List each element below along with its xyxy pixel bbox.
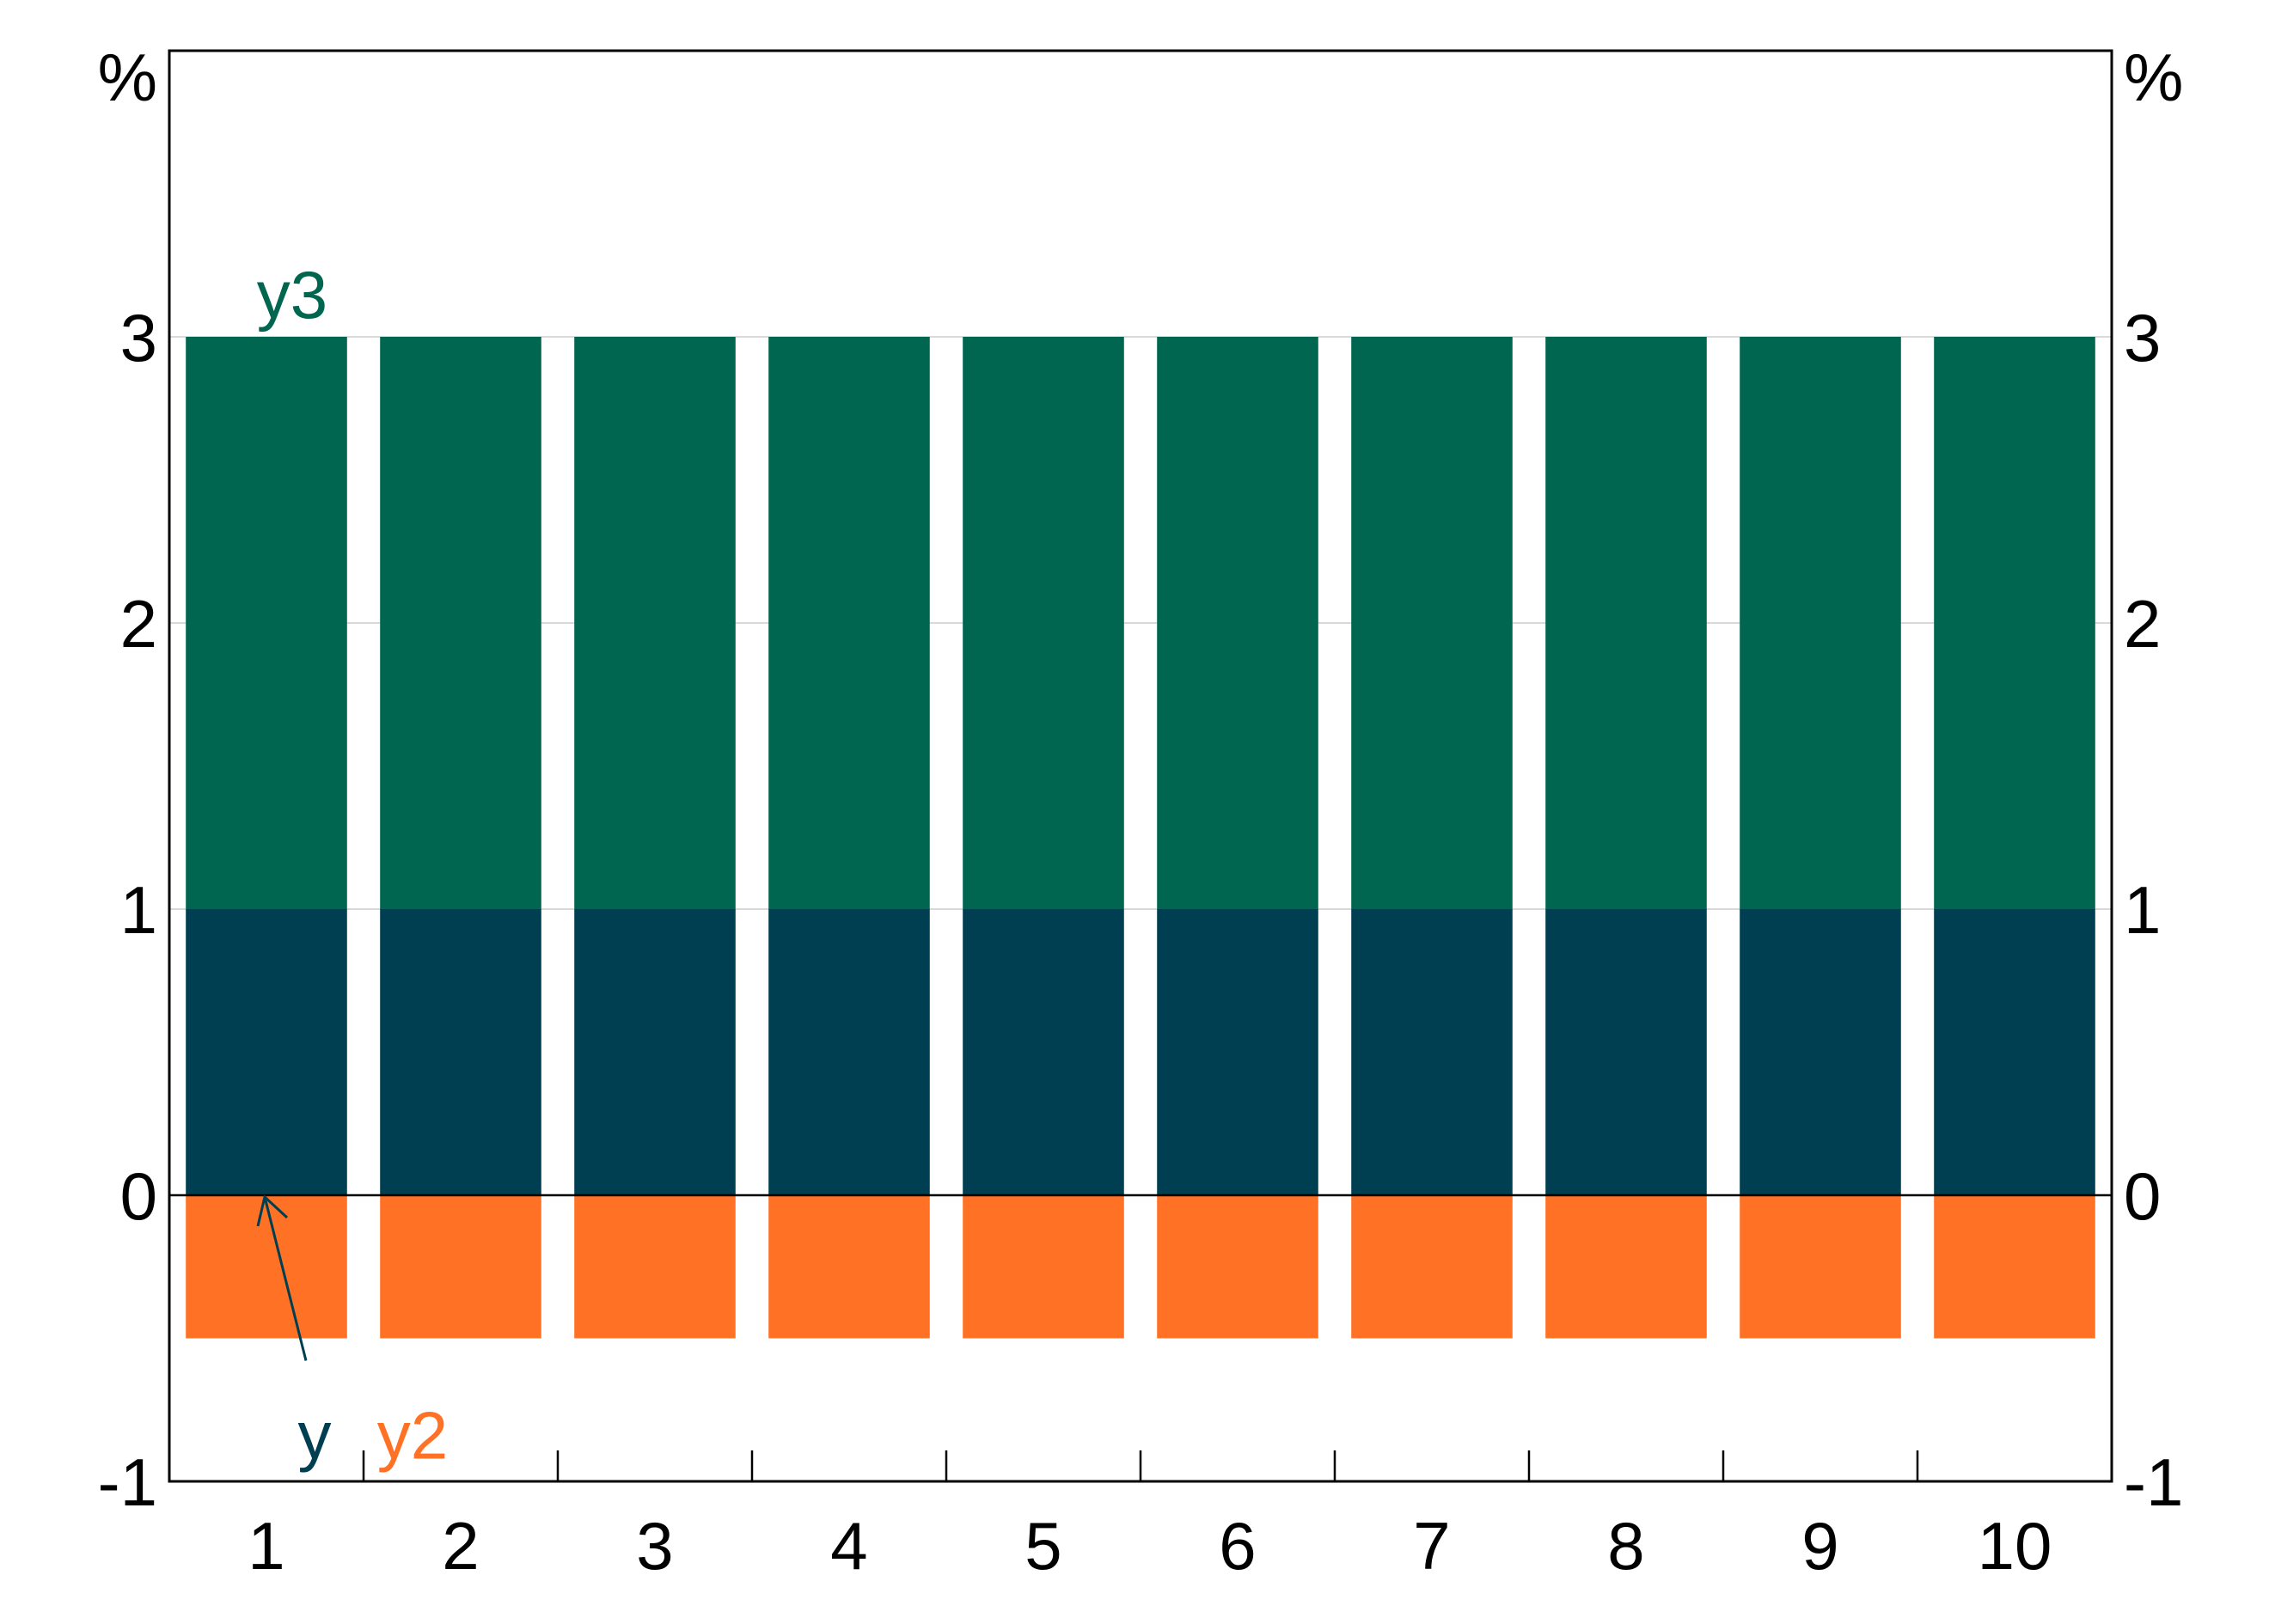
y-tick-label-left: -1 — [98, 1444, 157, 1520]
annotation-y: y — [298, 1398, 332, 1474]
y-unit-right: % — [2124, 40, 2183, 115]
x-tick-label: 4 — [830, 1508, 867, 1584]
bar-y2-3 — [574, 1195, 736, 1339]
bar-y2-10 — [1934, 1195, 2095, 1339]
bar-y-8 — [1545, 909, 1707, 1195]
y-tick-label-left: 1 — [120, 872, 157, 948]
bar-y3-6 — [1157, 337, 1318, 909]
y-tick-label-left: 0 — [120, 1158, 157, 1234]
x-tick-label: 5 — [1024, 1508, 1061, 1584]
bar-y3-10 — [1934, 337, 2095, 909]
x-tick-label: 8 — [1607, 1508, 1644, 1584]
bar-y2-6 — [1157, 1195, 1318, 1339]
annotation-arrow-head — [256, 1194, 289, 1227]
bar-y2-2 — [380, 1195, 541, 1339]
y-tick-label-right: 2 — [2124, 586, 2161, 662]
bar-y-10 — [1934, 909, 2095, 1195]
bar-y-5 — [963, 909, 1124, 1195]
bar-y-2 — [380, 909, 541, 1195]
bars — [186, 337, 2095, 1339]
bar-y3-2 — [380, 337, 541, 909]
y-tick-label-left: 2 — [120, 586, 157, 662]
axes — [168, 49, 2113, 1483]
x-tick-label: 9 — [1801, 1508, 1838, 1584]
bar-y-7 — [1351, 909, 1513, 1195]
y-tick-label-left: 3 — [120, 300, 157, 375]
bar-y3-9 — [1740, 337, 1901, 909]
annotation-y3: y3 — [257, 257, 327, 333]
bar-y2-5 — [963, 1195, 1124, 1339]
bar-y2-8 — [1545, 1195, 1707, 1339]
bar-y3-7 — [1351, 337, 1513, 909]
y-tick-label-right: 0 — [2124, 1158, 2161, 1234]
y-unit-left: % — [98, 40, 157, 115]
x-tick-label: 7 — [1413, 1508, 1450, 1584]
bar-y2-7 — [1351, 1195, 1513, 1339]
tick-labels: -1 -1 0 0 1 1 2 2 3 3% % 1 2 3 4 5 6 7 8 9 10 — [98, 40, 2184, 1584]
bar-y2-1 — [186, 1195, 347, 1339]
bar-y3-3 — [574, 337, 736, 909]
y-tick-label-right: 1 — [2124, 872, 2161, 948]
bar-y3-5 — [963, 337, 1124, 909]
x-tick-label: 10 — [1978, 1508, 2052, 1584]
x-tick-label: 2 — [442, 1508, 479, 1584]
bar-y-9 — [1740, 909, 1901, 1195]
annotation-arrow-line — [263, 1196, 308, 1361]
bar-y-4 — [768, 909, 930, 1195]
bar-y2-9 — [1740, 1195, 1901, 1339]
bar-y-6 — [1157, 909, 1318, 1195]
x-tick-label: 3 — [636, 1508, 673, 1584]
x-tick-label: 1 — [248, 1508, 284, 1584]
annotation-y2: y2 — [377, 1398, 448, 1474]
bar-y-1 — [186, 909, 347, 1195]
x-tick-label: 6 — [1219, 1508, 1256, 1584]
y-tick-label-right: -1 — [2124, 1444, 2183, 1520]
y-tick-label-right: 3 — [2124, 300, 2161, 375]
series-annotations: y3 y y2 — [256, 257, 448, 1474]
bar-y2-4 — [768, 1195, 930, 1339]
bar-y-3 — [574, 909, 736, 1195]
bar-y3-4 — [768, 337, 930, 909]
bar-y3-8 — [1545, 337, 1707, 909]
bar-y3-1 — [186, 337, 347, 909]
